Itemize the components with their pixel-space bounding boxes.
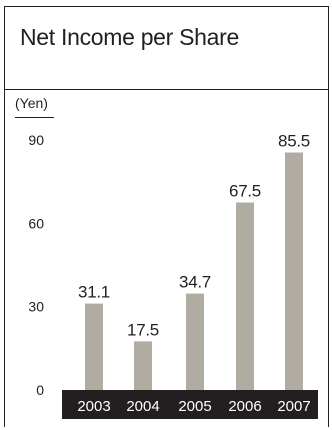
y-tick-label: 90	[28, 132, 44, 148]
bar	[236, 203, 254, 391]
bar	[285, 153, 303, 391]
x-tick-label: 2006	[228, 398, 261, 415]
x-tick-label: 2005	[178, 398, 211, 415]
y-tick-label: 60	[28, 215, 44, 231]
bar-value-label: 31.1	[78, 283, 110, 302]
bar	[85, 304, 103, 390]
bar-value-label: 85.5	[278, 132, 310, 151]
y-tick-label: 0	[36, 382, 44, 398]
bar-value-label: 67.5	[229, 182, 261, 201]
bar-value-label: 17.5	[127, 320, 159, 339]
bar-value-label: 34.7	[179, 273, 211, 292]
y-tick-label: 30	[28, 299, 44, 315]
x-tick-label: 2004	[126, 398, 159, 415]
bar	[134, 341, 152, 390]
bar	[186, 294, 204, 390]
x-tick-label: 2007	[277, 398, 310, 415]
x-tick-label: 2003	[77, 398, 110, 415]
